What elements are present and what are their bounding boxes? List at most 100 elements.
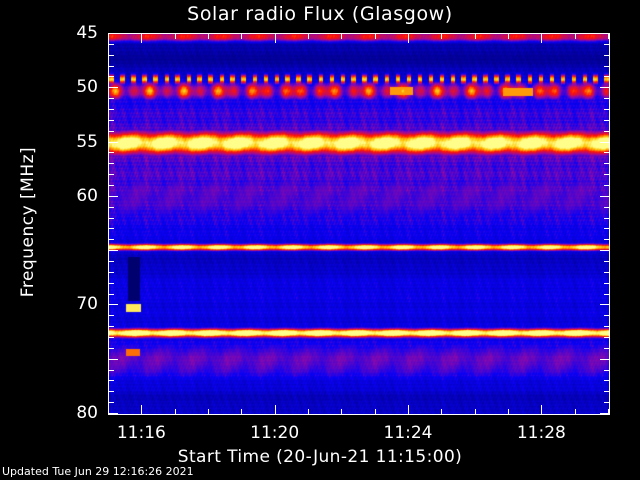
y-tick-70 xyxy=(109,304,118,305)
x-tick-14 xyxy=(575,409,576,414)
spectrogram-canvas[interactable] xyxy=(109,34,609,414)
y-tick-78 xyxy=(109,391,114,392)
y-tick-45 xyxy=(109,33,118,34)
y-tick-right-79 xyxy=(604,402,609,403)
y-tick-68 xyxy=(109,283,114,284)
y-tick-label-45: 45 xyxy=(76,23,98,43)
x-tick-label-11-28: 11:28 xyxy=(516,423,566,443)
x-tick-label-11-16: 11:16 xyxy=(116,423,166,443)
y-tick-48 xyxy=(109,66,114,67)
y-tick-right-49 xyxy=(604,76,609,77)
x-axis-title: Start Time (20-Jun-21 11:15:00) xyxy=(177,447,463,467)
x-tick-top-5 xyxy=(275,34,276,43)
y-tick-right-64 xyxy=(604,239,609,240)
y-tick-right-46 xyxy=(604,44,609,45)
y-tick-right-48 xyxy=(604,66,609,67)
y-tick-60 xyxy=(109,196,118,197)
y-tick-right-55 xyxy=(600,142,609,143)
x-tick-top-3 xyxy=(208,34,209,39)
y-tick-58 xyxy=(109,174,114,175)
y-tick-73 xyxy=(109,337,114,338)
y-tick-right-73 xyxy=(604,337,609,338)
y-tick-right-66 xyxy=(604,261,609,262)
y-axis-title: Frequency [MHz] xyxy=(18,146,38,298)
x-tick-3 xyxy=(208,409,209,414)
y-tick-right-45 xyxy=(600,33,609,34)
x-tick-label-11-20: 11:20 xyxy=(250,423,300,443)
y-tick-right-60 xyxy=(600,196,609,197)
x-tick-15 xyxy=(608,409,609,414)
x-tick-top-7 xyxy=(341,34,342,39)
x-tick-2 xyxy=(175,409,176,414)
x-tick-1 xyxy=(141,405,142,414)
x-tick-9 xyxy=(408,405,409,414)
y-tick-64 xyxy=(109,239,114,240)
y-tick-69 xyxy=(109,294,114,295)
x-tick-top-15 xyxy=(608,34,609,39)
y-tick-56 xyxy=(109,152,114,153)
y-tick-right-70 xyxy=(600,304,609,305)
y-tick-right-74 xyxy=(604,348,609,349)
y-tick-right-62 xyxy=(604,218,609,219)
y-tick-right-65 xyxy=(600,250,609,251)
x-tick-top-9 xyxy=(408,34,409,43)
x-tick-6 xyxy=(308,409,309,414)
y-tick-right-68 xyxy=(604,283,609,284)
x-tick-top-6 xyxy=(308,34,309,39)
y-tick-right-56 xyxy=(604,152,609,153)
y-tick-right-51 xyxy=(604,98,609,99)
x-tick-top-14 xyxy=(575,34,576,39)
y-tick-right-57 xyxy=(604,163,609,164)
x-tick-13 xyxy=(541,405,542,414)
y-tick-50 xyxy=(109,87,118,88)
x-tick-4 xyxy=(241,409,242,414)
x-tick-top-0 xyxy=(108,34,109,39)
y-tick-right-80 xyxy=(600,413,609,414)
y-tick-right-53 xyxy=(604,120,609,121)
y-tick-right-58 xyxy=(604,174,609,175)
y-tick-right-47 xyxy=(604,55,609,56)
y-tick-67 xyxy=(109,272,114,273)
y-tick-right-67 xyxy=(604,272,609,273)
page-title: Solar radio Flux (Glasgow) xyxy=(187,3,453,25)
y-tick-label-80: 80 xyxy=(76,403,98,423)
y-tick-right-78 xyxy=(604,391,609,392)
x-tick-label-11-24: 11:24 xyxy=(383,423,433,443)
y-tick-59 xyxy=(109,185,114,186)
y-tick-49 xyxy=(109,76,114,77)
x-tick-top-11 xyxy=(475,34,476,39)
x-tick-top-13 xyxy=(541,34,542,43)
y-tick-53 xyxy=(109,120,114,121)
x-tick-7 xyxy=(341,409,342,414)
y-tick-80 xyxy=(109,413,118,414)
y-tick-label-60: 60 xyxy=(76,185,98,206)
y-tick-right-75 xyxy=(600,359,609,360)
x-tick-8 xyxy=(375,409,376,414)
x-tick-top-1 xyxy=(141,34,142,43)
x-tick-top-4 xyxy=(241,34,242,39)
y-tick-72 xyxy=(109,326,114,327)
y-tick-57 xyxy=(109,163,114,164)
y-tick-79 xyxy=(109,402,114,403)
x-tick-5 xyxy=(275,405,276,414)
x-tick-top-8 xyxy=(375,34,376,39)
y-tick-65 xyxy=(109,250,118,251)
y-tick-right-72 xyxy=(604,326,609,327)
y-tick-61 xyxy=(109,207,114,208)
y-tick-54 xyxy=(109,131,114,132)
y-tick-46 xyxy=(109,44,114,45)
y-tick-66 xyxy=(109,261,114,262)
y-tick-52 xyxy=(109,109,114,110)
y-tick-right-61 xyxy=(604,207,609,208)
y-tick-right-77 xyxy=(604,380,609,381)
y-tick-right-59 xyxy=(604,185,609,186)
x-tick-11 xyxy=(475,409,476,414)
y-tick-47 xyxy=(109,55,114,56)
y-tick-55 xyxy=(109,142,118,143)
y-tick-right-71 xyxy=(604,315,609,316)
y-tick-right-69 xyxy=(604,294,609,295)
plot-area[interactable] xyxy=(108,33,610,415)
y-tick-right-50 xyxy=(600,87,609,88)
x-tick-0 xyxy=(108,409,109,414)
